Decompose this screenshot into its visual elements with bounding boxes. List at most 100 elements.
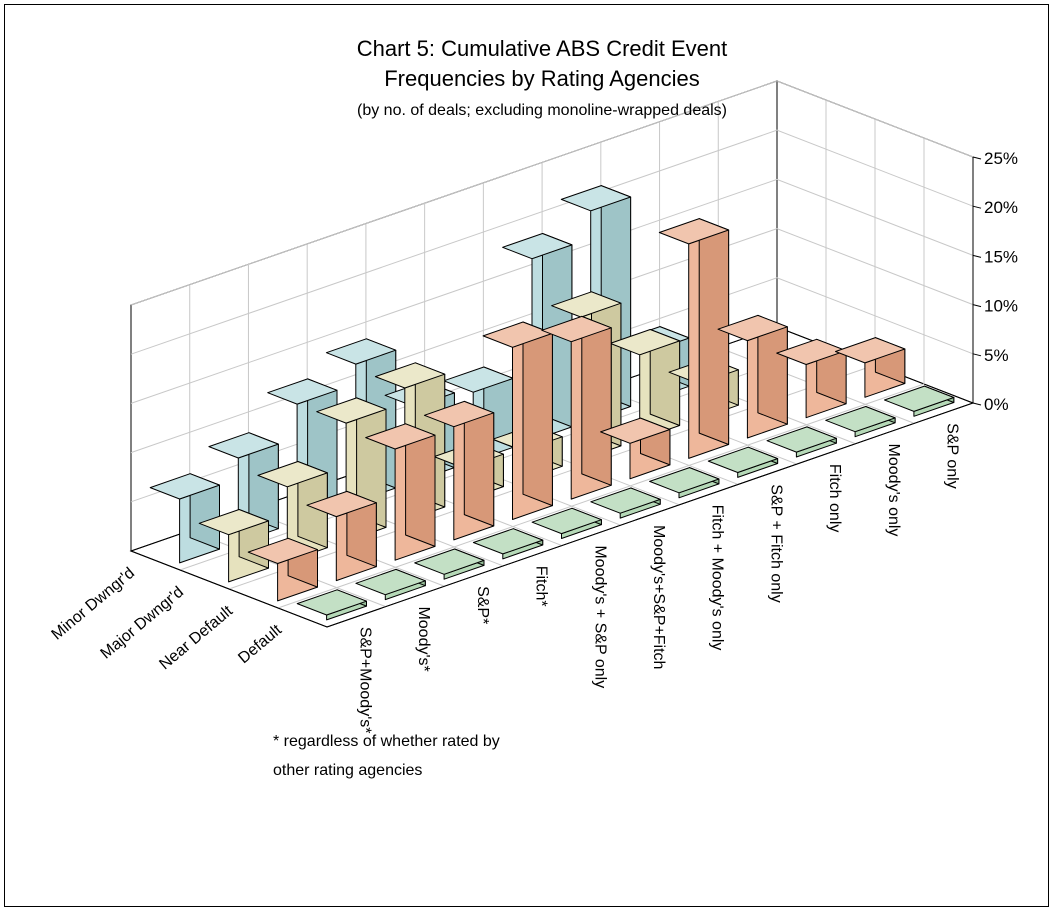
z-tick-label: 0% xyxy=(984,395,1009,414)
bar xyxy=(835,337,906,398)
z-tick xyxy=(972,353,982,357)
z-tick xyxy=(972,205,982,209)
bar xyxy=(414,548,485,580)
bar-side-face xyxy=(522,321,553,507)
bar xyxy=(472,528,544,560)
bar-top-face xyxy=(766,426,837,453)
gridline-z xyxy=(130,228,974,454)
bar xyxy=(884,385,955,417)
bar-top-face xyxy=(884,385,955,412)
bar-top-face xyxy=(551,291,622,318)
bar xyxy=(649,467,720,499)
bar xyxy=(776,338,847,419)
bar-top-face xyxy=(355,568,426,596)
bar-top-face xyxy=(776,338,847,365)
bar-top-face xyxy=(825,406,896,433)
gridline-z xyxy=(130,178,974,404)
bar xyxy=(590,487,661,519)
x-category-label: Moody's* xyxy=(415,606,432,671)
bar-top-face xyxy=(717,314,788,342)
chart-frame: 0% 5% 10% 15% 20% 25% S&P+Moody's* Moody's* S&P*… xyxy=(4,4,1049,907)
z-tick-label: 10% xyxy=(984,297,1018,316)
chart-subtitle: (by no. of deals; excluding monoline-wra… xyxy=(357,102,727,119)
gridline-z xyxy=(130,129,974,355)
bar xyxy=(423,400,495,541)
bar xyxy=(707,446,779,478)
bar-top-face xyxy=(541,315,612,343)
chart-3d-bar: 0% 5% 10% 15% 20% 25% S&P+Moody's* Moody's* S&P*… xyxy=(49,36,1019,779)
x-category-label: Moody's + S&P only xyxy=(591,545,608,688)
bar-top-face xyxy=(658,218,730,245)
bar-top-face xyxy=(374,362,446,389)
bar xyxy=(717,314,788,439)
series-label: Default xyxy=(235,621,285,667)
bar-top-face xyxy=(316,397,387,424)
bar xyxy=(609,329,681,440)
bar-top-face xyxy=(198,509,269,536)
bar xyxy=(541,315,612,500)
bar-top-face xyxy=(267,378,338,405)
z-tick-label: 20% xyxy=(984,198,1018,217)
bar-top-face xyxy=(149,473,220,500)
bar xyxy=(247,537,318,602)
bar-top-face xyxy=(247,537,318,564)
bar-top-face xyxy=(590,487,661,514)
bar-side-face xyxy=(581,315,612,486)
footnote-line2: other rating agencies xyxy=(273,762,422,779)
x-category-label: S&P+Moody's* xyxy=(356,627,373,734)
bar xyxy=(296,589,367,621)
bar xyxy=(365,423,436,561)
bar-top-face xyxy=(707,446,779,473)
bar-top-face xyxy=(257,461,328,488)
footnote-line1: * regardless of whether rated by xyxy=(273,733,500,750)
x-category-label: Fitch only xyxy=(826,464,843,532)
front-edge xyxy=(130,157,974,628)
bar-top-face xyxy=(423,400,495,428)
bar-top-face xyxy=(296,589,367,616)
bar-top-face xyxy=(835,337,906,364)
z-tick xyxy=(972,254,982,258)
bar xyxy=(825,406,896,438)
series-label: Near Default xyxy=(156,602,236,673)
z-tick xyxy=(972,304,982,308)
bar-top-face xyxy=(482,321,553,348)
z-tick-label: 5% xyxy=(984,346,1009,365)
x-category-label: S&P* xyxy=(474,586,491,624)
bar xyxy=(355,568,426,601)
chart-title: Chart 5: Cumulative ABS Credit Event xyxy=(357,36,728,61)
bar-top-face xyxy=(365,423,436,450)
bar-top-face xyxy=(472,528,544,555)
bar-top-face xyxy=(502,233,573,260)
bar-top-face xyxy=(560,185,632,212)
floor-grid-y xyxy=(277,383,925,609)
x-category-label: Moody's only xyxy=(885,444,902,537)
chart-title-line2: Frequencies by Rating Agencies xyxy=(384,66,700,91)
bar xyxy=(531,507,602,539)
x-category-label: Moody's+S&P+Fitch xyxy=(650,525,667,669)
z-tick-label: 15% xyxy=(984,247,1018,266)
x-category-label: Fitch + Moody's only xyxy=(709,505,726,651)
bar xyxy=(306,490,377,582)
bar-top-face xyxy=(325,338,397,365)
bar xyxy=(658,218,730,459)
bar xyxy=(766,426,837,458)
bar xyxy=(198,509,269,583)
gridline-z xyxy=(130,80,974,306)
bar-top-face xyxy=(443,366,514,393)
chart-bars xyxy=(149,185,955,621)
bar-top-face xyxy=(609,329,681,356)
x-category-label: Fitch* xyxy=(533,566,550,607)
bar-top-face xyxy=(414,548,485,575)
z-tick-label: 25% xyxy=(984,149,1018,168)
z-tick xyxy=(972,156,982,160)
bar xyxy=(482,321,553,520)
bar xyxy=(149,473,220,564)
x-category-label: S&P + Fitch only xyxy=(767,484,784,602)
bar-top-face xyxy=(306,490,377,518)
z-tick xyxy=(972,402,982,406)
bar-top-face xyxy=(208,432,279,459)
bar-top-face xyxy=(531,507,602,535)
bar-top-face xyxy=(649,467,720,494)
x-category-label: S&P only xyxy=(944,423,961,489)
bar-top-face xyxy=(600,417,671,444)
